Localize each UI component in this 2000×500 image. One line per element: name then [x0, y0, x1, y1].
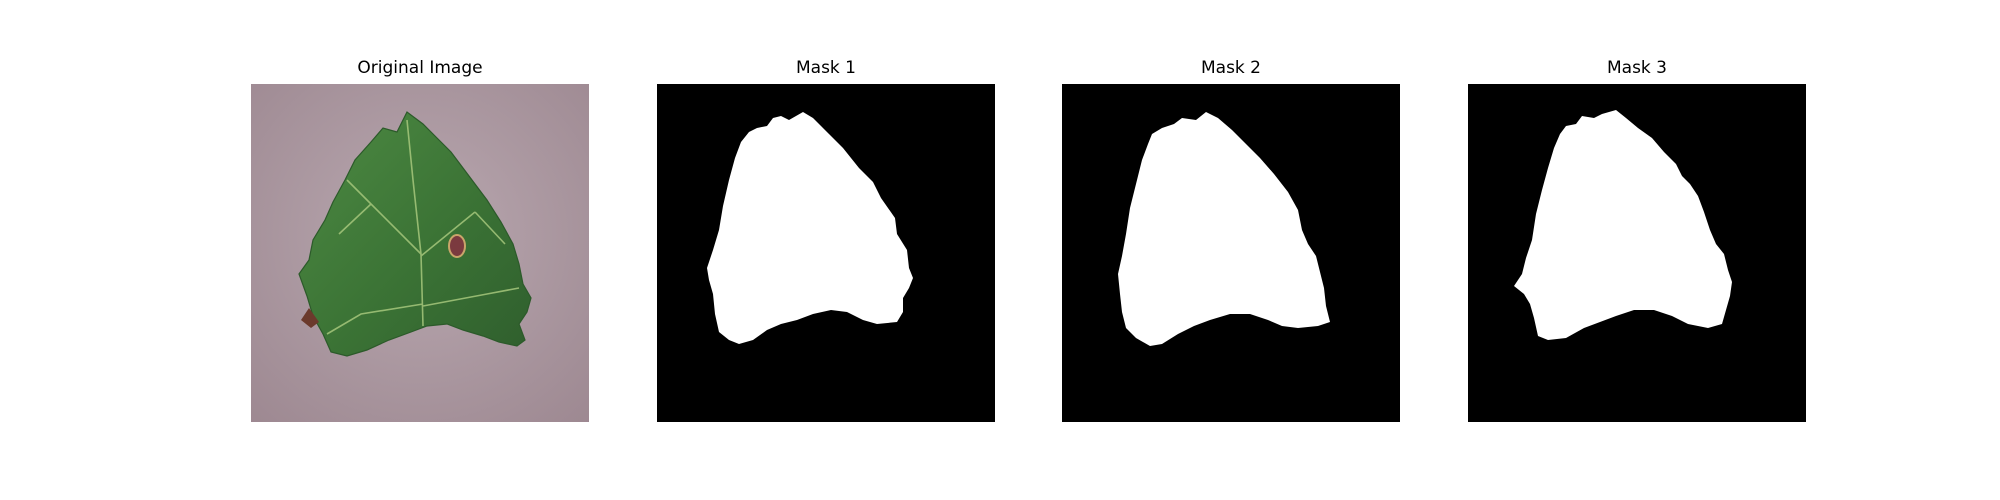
- panel-mask-1: Mask 1: [657, 56, 995, 424]
- panel-original-image: Original Image: [251, 56, 589, 424]
- leaf-lesion: [449, 235, 465, 257]
- panel-mask-3: Mask 3: [1468, 56, 1806, 424]
- mask-image: [657, 84, 995, 422]
- mask-image: [1062, 84, 1400, 422]
- panel-title: Mask 1: [657, 56, 995, 80]
- mask-image: [1468, 84, 1806, 422]
- panel-title: Mask 3: [1468, 56, 1806, 80]
- original-leaf-photo: [251, 84, 589, 422]
- panel-title: Original Image: [251, 56, 589, 80]
- panel-title: Mask 2: [1062, 56, 1400, 80]
- panel-mask-2: Mask 2: [1062, 56, 1400, 424]
